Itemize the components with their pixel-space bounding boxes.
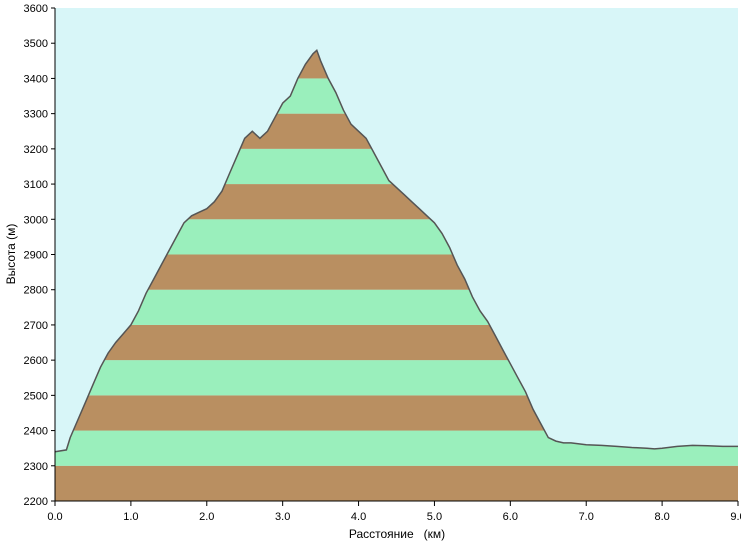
x-axis-title: Расстояние (км) (349, 527, 445, 541)
x-tick-label: 1.0 (123, 511, 138, 523)
y-tick-label: 3300 (24, 109, 48, 121)
x-tick-label: 6.0 (503, 511, 518, 523)
altitude-band (55, 465, 738, 501)
y-tick-label: 3100 (24, 179, 48, 191)
y-tick-label: 2800 (24, 285, 48, 297)
tick-marks (51, 7, 739, 506)
y-tick-label: 2500 (24, 390, 48, 402)
y-tick-label: 2200 (24, 496, 48, 508)
x-tick-labels: 0.0 1.0 2.0 3.0 4.0 5.0 6.0 7.0 8.0 9.0 (47, 511, 741, 523)
x-tick-label: 2.0 (199, 511, 214, 523)
y-tick-label: 3400 (24, 73, 48, 85)
y-tick-label: 3200 (24, 144, 48, 156)
y-tick-label: 2700 (24, 320, 48, 332)
y-tick-label: 3500 (24, 38, 48, 50)
x-tick-label: 9.0 (730, 511, 741, 523)
elevation-profile-line (54, 48, 738, 453)
x-tick-label: 8.0 (654, 511, 669, 523)
y-tick-label: 3000 (24, 214, 48, 226)
x-tick-label: 0.0 (47, 511, 62, 523)
y-tick-label: 2300 (24, 461, 48, 473)
x-tick-label: 7.0 (579, 511, 594, 523)
y-tick-label: 2600 (24, 355, 48, 367)
y-tick-labels: 2200 2300 2400 2500 2600 2700 2800 2900 3000 3100… (24, 3, 48, 508)
x-tick-label: 4.0 (351, 511, 366, 523)
y-tick-label: 3600 (24, 3, 48, 15)
x-tick-label: 5.0 (427, 511, 442, 523)
y-tick-label: 2900 (24, 250, 48, 262)
y-tick-label: 2400 (24, 426, 48, 438)
x-tick-label: 3.0 (275, 511, 290, 523)
y-axis-title: Высота (м) (4, 224, 18, 285)
